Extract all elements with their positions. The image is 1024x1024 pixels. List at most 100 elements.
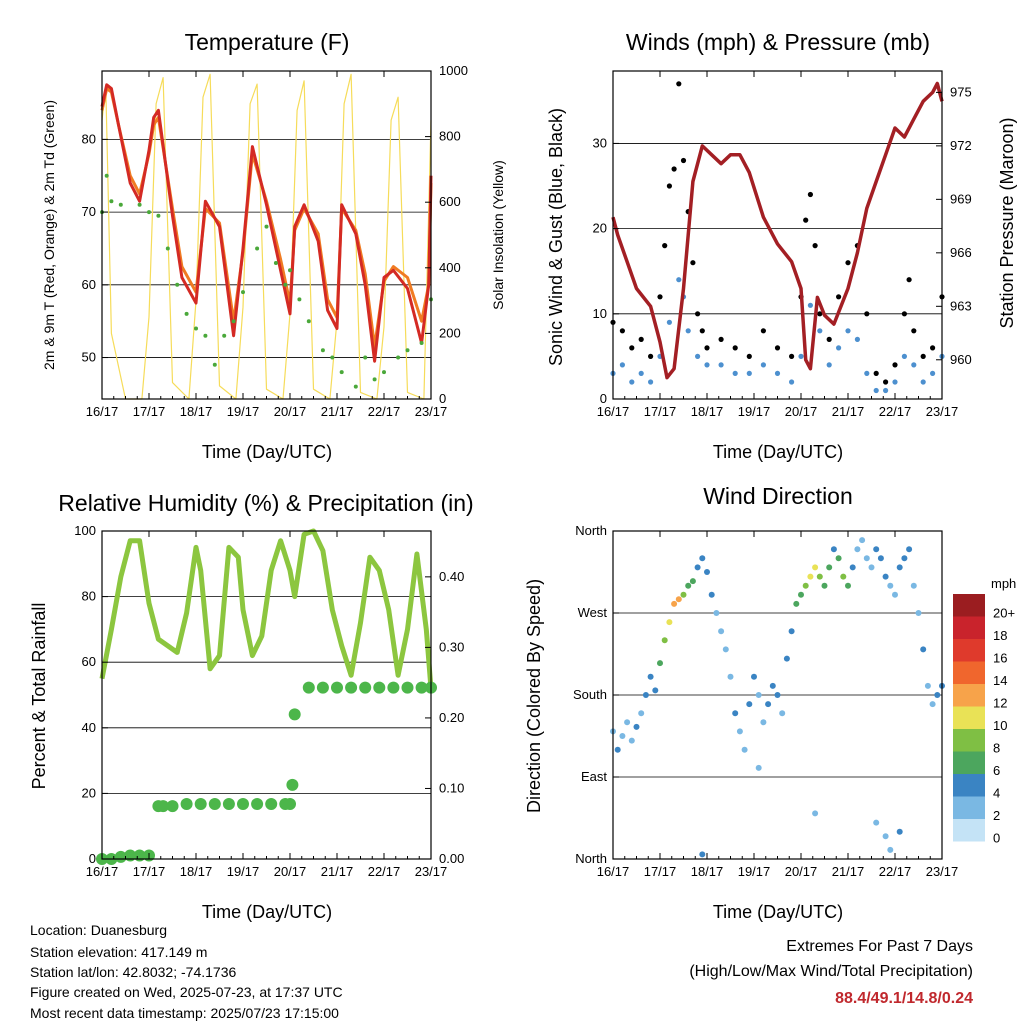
- wind-direction-point: [920, 646, 927, 653]
- humidity-y-axis-label: Percent & Total Rainfall: [29, 603, 49, 790]
- wind-direction-point: [680, 591, 687, 598]
- colorbar-label: 4: [993, 785, 1000, 800]
- precipitation-point: [222, 798, 235, 810]
- station-info: Location: Duanesburg Station elevation: …: [30, 922, 343, 1021]
- y2-tick-label: 0: [439, 391, 446, 406]
- wind-direction-point: [854, 546, 861, 553]
- wind-direction-point: [755, 764, 762, 771]
- wind-direction-x-axis-label: Time (Day/UTC): [713, 902, 843, 922]
- extremes-subtitle: (High/Low/Max Wind/Total Precipitation): [689, 963, 973, 980]
- y-tick-label: 100: [74, 523, 96, 538]
- colorbar-swatch: [953, 594, 985, 617]
- wind-direction-point: [793, 600, 800, 607]
- winds-title: Winds (mph) & Pressure (mb): [626, 29, 930, 55]
- sonic-wind-point: [666, 319, 673, 325]
- wind-direction-point: [849, 564, 856, 571]
- wind-direction-point: [746, 701, 753, 708]
- temperature-2m-line: [100, 83, 433, 363]
- colorbar-swatch: [953, 616, 985, 639]
- x-tick-label: 22/17: [368, 404, 401, 419]
- y2-tick-label: 969: [950, 191, 972, 206]
- wind-direction-point: [732, 710, 739, 717]
- dewpoint-point: [175, 282, 180, 287]
- wind-direction-point: [896, 564, 903, 571]
- wind-direction-point: [868, 564, 875, 571]
- colorbar-label: 12: [993, 695, 1007, 710]
- sonic-wind-point: [676, 277, 682, 283]
- y2-tick-label: 963: [950, 298, 972, 313]
- y-tick-label: 20: [82, 785, 96, 800]
- colorbar-swatch: [953, 774, 985, 797]
- dewpoint-point: [165, 246, 170, 251]
- y-tick-label: 60: [82, 277, 96, 292]
- x-tick-label: 18/17: [691, 864, 724, 879]
- x-tick-label: 21/17: [321, 404, 354, 419]
- wind-direction-point: [779, 710, 786, 717]
- wind-direction-point: [873, 546, 880, 553]
- colorbar-label: 20+: [993, 605, 1015, 620]
- wind-gust-point: [666, 183, 673, 189]
- sonic-wind-point: [638, 370, 644, 376]
- sonic-wind-point: [911, 362, 917, 368]
- wind-gust-point: [920, 353, 926, 359]
- y2-tick-label: 200: [439, 325, 461, 340]
- wind-gust-point: [657, 294, 663, 300]
- wind-gust-point: [746, 353, 752, 359]
- wind-direction-point: [765, 701, 772, 708]
- temperature-y-axis-label: 2m & 9m T (Red, Orange) & 2m Td (Green): [41, 100, 57, 370]
- sonic-wind-point: [648, 379, 654, 385]
- colorbar-swatch: [953, 729, 985, 752]
- dewpoint-point: [382, 370, 386, 375]
- wind-gust-point: [864, 311, 870, 317]
- y-tick-label: 0: [600, 391, 607, 406]
- wind-direction-point: [685, 582, 692, 589]
- wind-direction-point: [830, 546, 837, 553]
- temperature-title: Temperature (F): [185, 29, 350, 55]
- wind-gust-point: [695, 311, 701, 317]
- precipitation-point: [302, 681, 315, 694]
- y2-tick-label: 600: [439, 194, 461, 209]
- dewpoint-point: [241, 290, 245, 295]
- x-tick-label: 18/17: [691, 404, 724, 419]
- wind-gust-point: [930, 345, 936, 351]
- sonic-wind-point: [718, 362, 724, 368]
- wind-direction-point: [901, 555, 908, 562]
- speed-colorbar: mph 20+ 18 16 14 12 10 8 6 4 2 0: [953, 576, 1016, 845]
- precipitation-point: [166, 800, 179, 813]
- y-tick-label: West: [578, 605, 608, 620]
- wind-gust-point: [836, 294, 842, 300]
- dewpoint-point: [405, 348, 410, 353]
- wind-gust-point: [718, 336, 724, 342]
- wind-direction-point: [892, 591, 898, 598]
- dewpoint-point: [264, 224, 269, 229]
- dewpoint-point: [396, 355, 401, 360]
- precipitation-point: [331, 681, 343, 694]
- wind-direction-point: [760, 719, 767, 726]
- wind-direction-point: [906, 546, 913, 553]
- wind-direction-point: [718, 628, 725, 635]
- y2-tick-label: 0.40: [439, 569, 464, 584]
- sonic-wind-point: [746, 370, 752, 376]
- sonic-wind-point: [817, 328, 823, 334]
- wind-direction-point: [619, 733, 626, 739]
- wind-direction-point: [835, 555, 842, 562]
- dewpoint-point: [288, 268, 292, 273]
- wind-direction-point: [699, 851, 706, 858]
- sonic-wind-point: [883, 387, 889, 394]
- wind-gust-point: [803, 217, 809, 223]
- wind-direction-point: [812, 564, 819, 571]
- y-tick-label: 10: [593, 306, 607, 321]
- precipitation-point: [284, 798, 296, 810]
- sonic-wind-point: [798, 353, 804, 359]
- wind-direction-point: [652, 687, 659, 694]
- colorbar-label: 0: [993, 830, 1000, 845]
- colorbar-swatch: [953, 706, 985, 729]
- humidity-x-axis-label: Time (Day/UTC): [202, 902, 332, 922]
- extremes-box: Extremes For Past 7 Days (High/Low/Max W…: [689, 938, 973, 1007]
- dewpoint-point: [118, 202, 123, 207]
- dewpoint-point: [372, 377, 377, 382]
- info-created: Figure created on Wed, 2025-07-23, at 17…: [30, 984, 343, 1000]
- wind-direction-point: [873, 819, 880, 826]
- wind-direction-point: [821, 582, 828, 589]
- precipitation-point: [157, 800, 170, 813]
